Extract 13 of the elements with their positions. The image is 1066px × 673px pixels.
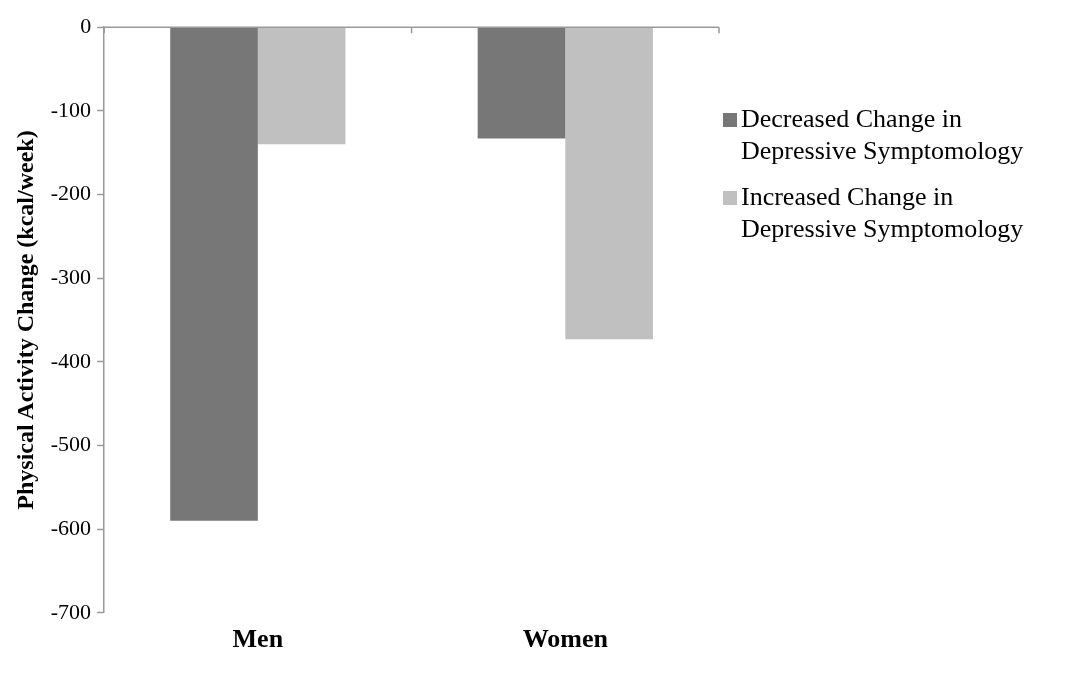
- legend-label: Decreased Change in Depressive Symptomology: [741, 103, 1025, 167]
- y-tick-label: -600: [50, 514, 92, 540]
- y-tick-label: -200: [50, 180, 92, 206]
- y-tick-label: -100: [50, 96, 92, 122]
- y-tick-label: -300: [50, 263, 92, 289]
- y-tick-label: -500: [50, 431, 92, 457]
- y-tick-label: -700: [50, 598, 92, 624]
- x-tick-label: Women: [522, 624, 609, 654]
- legend-label: Increased Change in Depressive Symptomology: [741, 181, 1025, 245]
- y-tick-label: -400: [50, 347, 92, 373]
- x-tick-label: Men: [232, 624, 284, 654]
- y-tick-label: 0: [80, 12, 92, 38]
- y-axis-title: Physical Activity Change (kcal/week): [11, 130, 38, 510]
